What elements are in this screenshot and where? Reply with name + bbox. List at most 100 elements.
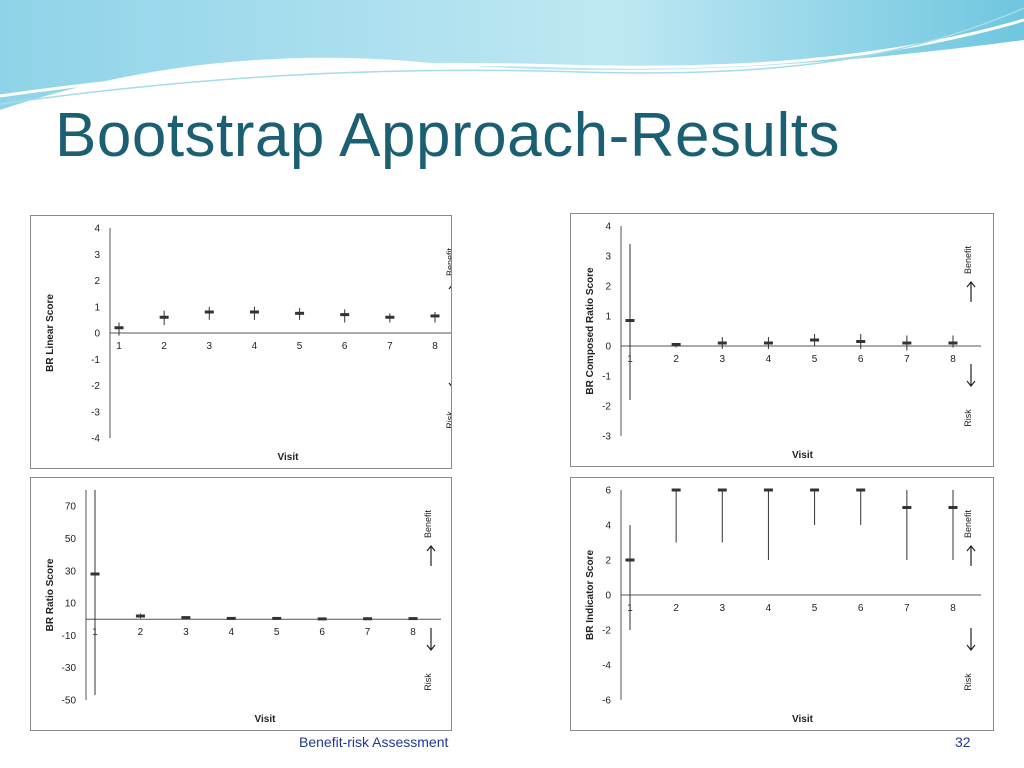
- y-tick-label: -3: [602, 432, 611, 443]
- y-tick-label: -1: [91, 355, 100, 366]
- mean-marker: [249, 310, 259, 314]
- risk-arrow-head: [966, 644, 976, 651]
- risk-label: Risk: [963, 673, 973, 691]
- mean-marker: [810, 488, 820, 492]
- y-tick-label: 0: [605, 342, 611, 353]
- x-tick-label: 4: [252, 341, 258, 352]
- footer-text: Benefit-risk Assessment: [299, 734, 449, 750]
- y-tick-label: 2: [94, 276, 100, 287]
- x-tick-label: 6: [319, 627, 325, 638]
- mean-marker: [717, 341, 727, 345]
- y-tick-label: 1: [605, 312, 611, 323]
- x-tick-label: 4: [766, 603, 772, 614]
- benefit-arrow-head: [966, 281, 976, 288]
- benefit-label: Benefit: [963, 509, 973, 538]
- benefit-label: Benefit: [445, 247, 451, 276]
- x-tick-label: 2: [673, 354, 679, 365]
- x-tick-label: 4: [766, 354, 772, 365]
- y-tick-label: 4: [94, 224, 100, 235]
- x-axis-label: Visit: [792, 714, 814, 725]
- y-axis-label: BR Linear Score: [45, 294, 56, 372]
- x-tick-label: 5: [297, 341, 303, 352]
- x-tick-label: 2: [673, 603, 679, 614]
- mean-marker: [408, 617, 418, 621]
- mean-marker: [763, 341, 773, 345]
- risk-label: Risk: [963, 409, 973, 427]
- x-tick-label: 8: [950, 603, 956, 614]
- chart-linear: 4 3 2 1 0 -1 -2 -3 -4 1 2 3 4 5 6 7 8 BR Linear Score Visi…: [45, 224, 451, 463]
- benefit-label: Benefit: [423, 509, 433, 538]
- x-tick-label: 6: [342, 341, 348, 352]
- mean-marker: [135, 614, 145, 618]
- y-tick-label: 3: [605, 252, 611, 263]
- x-tick-label: 3: [720, 354, 726, 365]
- y-tick-label: -10: [62, 631, 77, 642]
- y-tick-label: -4: [602, 661, 611, 672]
- y-tick-label: -2: [602, 626, 611, 637]
- risk-label: Risk: [423, 673, 433, 691]
- benefit-arrow-head: [426, 545, 436, 552]
- x-tick-label: 3: [720, 603, 726, 614]
- y-tick-label: -30: [62, 663, 77, 674]
- y-tick-label: -50: [62, 696, 77, 707]
- mean-marker: [114, 326, 124, 330]
- y-tick-label: 2: [605, 282, 611, 293]
- mean-marker: [763, 488, 773, 492]
- y-tick-label: 2: [605, 556, 611, 567]
- x-tick-label: 2: [161, 341, 167, 352]
- mean-marker: [625, 319, 635, 322]
- mean-marker: [295, 311, 305, 315]
- benefit-label: Benefit: [963, 245, 973, 274]
- mean-marker: [181, 616, 191, 620]
- y-tick-label: 50: [65, 534, 77, 545]
- mean-marker: [90, 572, 100, 576]
- x-tick-label: 7: [904, 354, 910, 365]
- mean-marker: [340, 313, 350, 317]
- y-tick-label: 6: [605, 486, 611, 497]
- risk-arrow-head: [426, 644, 436, 651]
- x-tick-label: 5: [812, 603, 818, 614]
- mean-marker: [430, 314, 440, 318]
- page-number: 32: [955, 734, 971, 750]
- benefit-arrow-head: [448, 285, 451, 290]
- y-tick-label: 4: [605, 521, 611, 532]
- y-axis-label: BR Ratio Score: [45, 558, 56, 631]
- mean-marker: [948, 506, 958, 509]
- page-title: Bootstrap Approach-Results: [55, 101, 840, 170]
- mean-marker: [625, 558, 635, 562]
- mean-marker: [317, 617, 327, 621]
- y-tick-label: -4: [91, 434, 100, 445]
- x-tick-label: 8: [950, 354, 956, 365]
- mean-marker: [226, 616, 236, 620]
- mean-marker: [671, 488, 681, 492]
- x-tick-label: 6: [858, 603, 864, 614]
- y-tick-label: 10: [65, 599, 77, 610]
- y-tick-label: -2: [602, 402, 611, 413]
- chart-panel-linear: 4 3 2 1 0 -1 -2 -3 -4 1 2 3 4 5 6 7 8 BR Linear Score Visi…: [30, 215, 452, 469]
- mean-marker: [363, 617, 373, 621]
- y-tick-label: 0: [94, 329, 100, 340]
- mean-marker: [272, 616, 282, 620]
- x-tick-label: 7: [365, 627, 371, 638]
- mean-marker: [810, 338, 820, 342]
- mean-marker: [856, 340, 866, 343]
- x-axis-label: Visit: [278, 452, 300, 463]
- mean-marker: [159, 315, 169, 319]
- benefit-arrow-head: [966, 545, 976, 552]
- x-tick-label: 8: [432, 341, 438, 352]
- y-tick-label: 4: [605, 222, 611, 233]
- header-wave-decoration: [0, 0, 1024, 110]
- y-tick-label: -3: [91, 407, 100, 418]
- x-tick-label: 2: [138, 627, 144, 638]
- x-tick-label: 7: [904, 603, 910, 614]
- x-axis-label: Visit: [792, 450, 814, 461]
- x-tick-label: 5: [274, 627, 280, 638]
- y-tick-label: -6: [602, 696, 611, 707]
- x-tick-label: 3: [207, 341, 213, 352]
- y-tick-label: 3: [94, 250, 100, 261]
